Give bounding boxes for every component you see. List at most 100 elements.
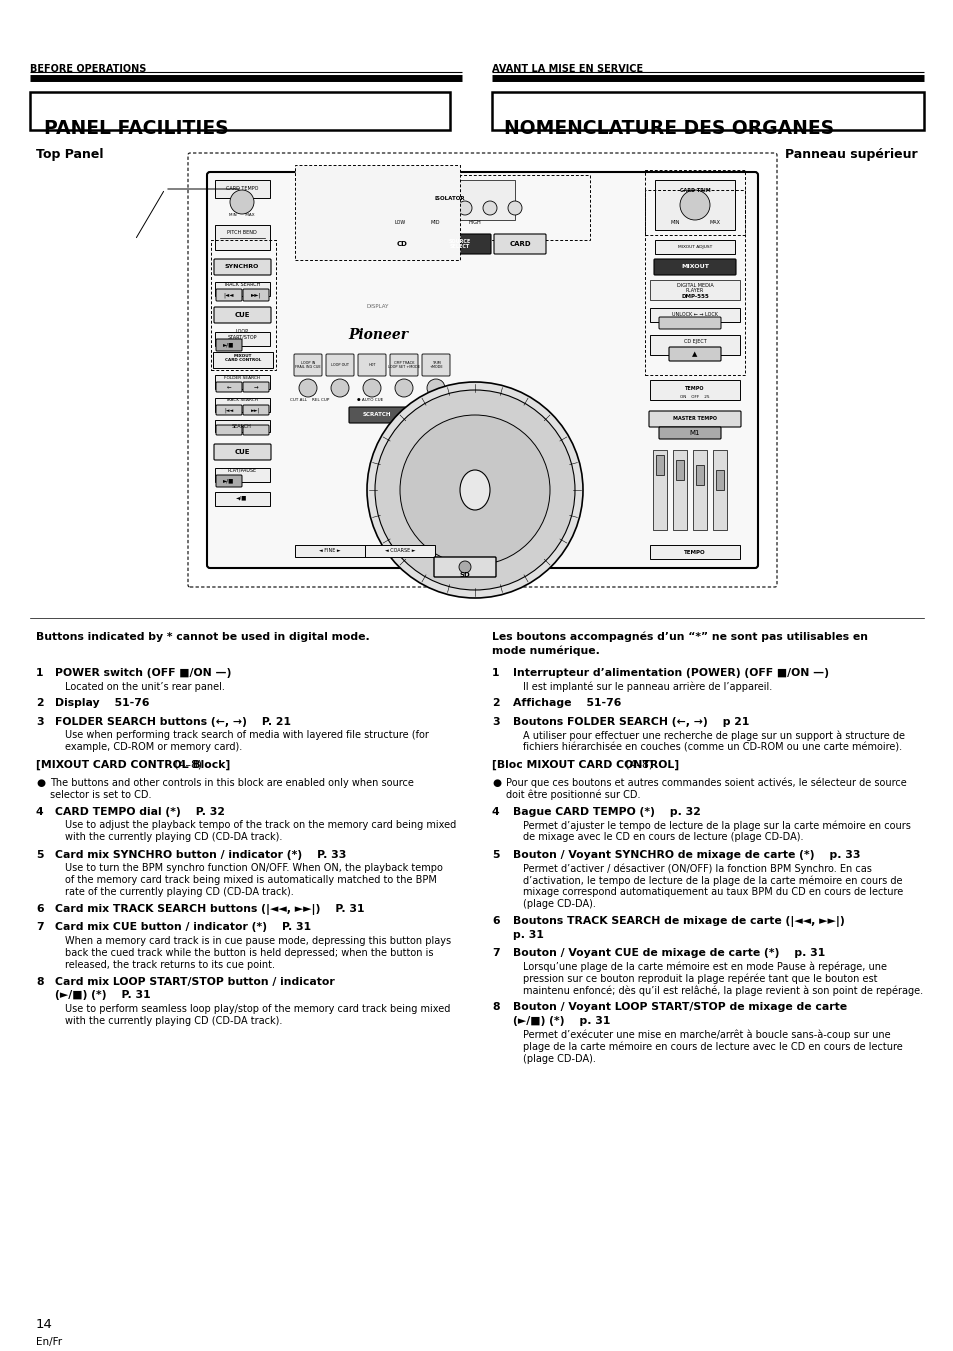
Bar <box>649 544 740 559</box>
Circle shape <box>427 380 444 397</box>
Text: CUE: CUE <box>234 312 250 317</box>
FancyBboxPatch shape <box>390 354 417 376</box>
Text: selector is set to CD.: selector is set to CD. <box>50 790 152 800</box>
FancyBboxPatch shape <box>215 405 242 415</box>
Text: ◄ FINE ►: ◄ FINE ► <box>319 549 340 554</box>
Bar <box>365 544 435 557</box>
FancyBboxPatch shape <box>215 289 242 301</box>
Text: CUT ALL    REL CUP: CUT ALL REL CUP <box>290 399 330 403</box>
FancyBboxPatch shape <box>434 557 496 577</box>
Text: de mixage avec le CD en cours de lecture (plage CD-DA).: de mixage avec le CD en cours de lecture… <box>522 832 802 843</box>
FancyBboxPatch shape <box>243 405 269 415</box>
Circle shape <box>482 201 497 215</box>
Text: 2: 2 <box>492 698 499 708</box>
FancyBboxPatch shape <box>659 427 720 439</box>
Bar <box>214 282 270 296</box>
Text: back the cued track while the button is held depressed; when the button is: back the cued track while the button is … <box>65 948 433 958</box>
Bar <box>649 380 740 400</box>
Bar <box>213 353 273 367</box>
FancyBboxPatch shape <box>207 172 758 567</box>
Bar <box>649 335 740 355</box>
Text: ●: ● <box>36 778 45 788</box>
Text: d’activation, le tempo de lecture de la plage de la carte mémoire en cours de: d’activation, le tempo de lecture de la … <box>522 875 902 885</box>
Text: 3: 3 <box>36 717 44 727</box>
Bar <box>214 332 270 346</box>
Text: PITCH BEND: PITCH BEND <box>227 230 256 235</box>
Circle shape <box>298 380 316 397</box>
Text: Located on the unit’s rear panel.: Located on the unit’s rear panel. <box>65 681 225 692</box>
Text: Card mix LOOP START/STOP button / indicator: Card mix LOOP START/STOP button / indica… <box>55 977 335 988</box>
Bar <box>649 280 740 300</box>
Text: (4–8): (4–8) <box>621 759 653 770</box>
FancyBboxPatch shape <box>243 426 269 435</box>
Text: DIGITAL MEDIA
PLAYER: DIGITAL MEDIA PLAYER <box>676 282 713 293</box>
Text: SOURCE
SELECT: SOURCE SELECT <box>449 239 471 250</box>
Text: with the currently playing CD (CD-DA track).: with the currently playing CD (CD-DA tra… <box>65 1016 282 1025</box>
Bar <box>375 176 589 240</box>
FancyBboxPatch shape <box>213 307 271 323</box>
Text: [MIXOUT CARD CONTROL Block]: [MIXOUT CARD CONTROL Block] <box>36 759 230 770</box>
Text: 7: 7 <box>492 948 499 958</box>
Bar <box>30 92 450 130</box>
Text: UNLOCK ← → LOCK: UNLOCK ← → LOCK <box>671 312 718 317</box>
Text: 7: 7 <box>36 923 44 932</box>
Text: DMP-555: DMP-555 <box>680 295 708 300</box>
Circle shape <box>375 390 575 590</box>
Circle shape <box>363 380 380 397</box>
Text: p. 31: p. 31 <box>513 929 543 939</box>
Text: Boutons TRACK SEARCH de mixage de carte (|◄◄, ►►|): Boutons TRACK SEARCH de mixage de carte … <box>513 916 843 927</box>
Text: LOW: LOW <box>394 219 405 224</box>
Text: HOT: HOT <box>368 363 375 367</box>
Text: TRIM
+MODE: TRIM +MODE <box>429 361 442 369</box>
FancyBboxPatch shape <box>243 289 269 301</box>
FancyBboxPatch shape <box>215 382 242 392</box>
Text: AVANT LA MISE EN SERVICE: AVANT LA MISE EN SERVICE <box>492 63 642 74</box>
Bar <box>294 544 365 557</box>
Text: 1: 1 <box>36 667 44 678</box>
FancyBboxPatch shape <box>215 339 242 351</box>
Text: [Bloc MIXOUT CARD CONTROL]: [Bloc MIXOUT CARD CONTROL] <box>492 759 679 770</box>
Circle shape <box>679 190 709 220</box>
Bar <box>672 450 686 530</box>
Text: LOOP OUT: LOOP OUT <box>331 363 349 367</box>
Text: TEMPO: TEMPO <box>683 550 705 554</box>
Bar <box>655 180 734 230</box>
Text: Buttons indicated by * cannot be used in digital mode.: Buttons indicated by * cannot be used in… <box>36 632 370 642</box>
Text: MIXOUT: MIXOUT <box>680 265 708 269</box>
Text: mixage correspond automatiquement au taux BPM du CD en cours de lecture: mixage correspond automatiquement au tau… <box>522 888 902 897</box>
Text: CARD TEMPO: CARD TEMPO <box>226 186 258 192</box>
FancyBboxPatch shape <box>378 234 426 254</box>
Text: Use to turn the BPM synchro function ON/OFF. When ON, the playback tempo: Use to turn the BPM synchro function ON/… <box>65 863 442 873</box>
Text: SD: SD <box>459 571 470 578</box>
Text: CD: CD <box>396 240 407 247</box>
Text: LOOP IN
FRAIL ING CUE: LOOP IN FRAIL ING CUE <box>294 361 320 369</box>
Text: LOOP
START/STOP: LOOP START/STOP <box>227 328 256 339</box>
Text: (►/■) (*)    p. 31: (►/■) (*) p. 31 <box>513 1016 610 1025</box>
Text: →: → <box>253 385 258 389</box>
Circle shape <box>395 380 413 397</box>
FancyBboxPatch shape <box>215 426 242 435</box>
Text: ON    OFF    25: ON OFF 25 <box>679 394 709 399</box>
Text: Interrupteur d’alimentation (POWER) (OFF ■/ON —): Interrupteur d’alimentation (POWER) (OFF… <box>513 667 828 678</box>
Bar <box>214 467 270 482</box>
Ellipse shape <box>459 470 490 509</box>
Text: ←: ← <box>227 385 231 389</box>
Text: CARD: CARD <box>509 240 530 247</box>
Bar <box>655 240 734 254</box>
Text: En/Fr: En/Fr <box>36 1337 62 1347</box>
Text: 8: 8 <box>492 1002 499 1012</box>
Text: ●: ● <box>492 778 500 788</box>
Bar <box>656 455 663 476</box>
Text: Use to perform seamless loop play/stop of the memory card track being mixed: Use to perform seamless loop play/stop o… <box>65 1004 450 1015</box>
FancyBboxPatch shape <box>421 354 450 376</box>
FancyBboxPatch shape <box>326 354 354 376</box>
Text: Bouton / Voyant LOOP START/STOP de mixage de carte: Bouton / Voyant LOOP START/STOP de mixag… <box>513 1002 846 1012</box>
FancyBboxPatch shape <box>494 234 545 254</box>
Text: CUE: CUE <box>234 449 250 455</box>
Text: of the memory card track being mixed is automatically matched to the BPM: of the memory card track being mixed is … <box>65 875 436 885</box>
Text: ◄/■: ◄/■ <box>236 496 248 500</box>
Bar <box>716 470 723 490</box>
Text: ►►|: ►►| <box>251 407 260 413</box>
Text: MIXOUT ADJUST: MIXOUT ADJUST <box>678 245 711 249</box>
Text: released, the track returns to its cue point.: released, the track returns to its cue p… <box>65 961 274 970</box>
